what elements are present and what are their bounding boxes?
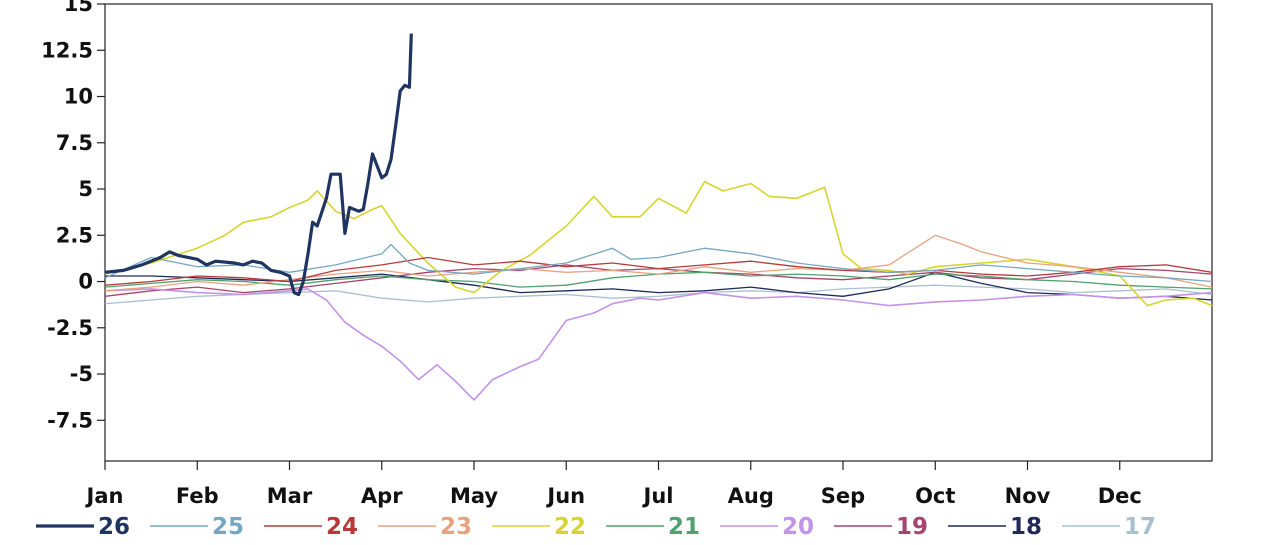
plot-frame [104,3,1213,462]
series-line-17 [104,284,1213,305]
y-tick-label: 15 [64,0,93,16]
x-tick-label: Oct [915,484,955,508]
legend: 26 25 24 23 22 21 20 19 18 17 [36,514,1156,540]
plot-border [104,3,1213,462]
x-tick-label: Aug [728,484,774,508]
legend-label-21: 21 [668,514,700,540]
x-tick-label: Jun [545,484,585,508]
legend-label-25: 25 [212,514,244,540]
y-axis: 15 12.5 10 7.5 5 2.5 0 -2.5 -5 -7.5 [41,0,105,432]
x-tick-label: Sep [821,484,865,508]
series-line-23 [104,234,1213,292]
y-tick-label: 12.5 [41,38,93,62]
y-tick-label: -7.5 [47,408,93,432]
y-tick-label: 5 [78,177,93,201]
x-tick-label: Jul [642,484,674,508]
y-tick-label: 7.5 [56,131,93,155]
y-tick-label: -2.5 [47,316,93,340]
series-line-20 [104,288,1213,401]
series-line-22 [104,180,1213,307]
y-tick-label: 10 [64,85,93,109]
legend-label-18: 18 [1010,514,1042,540]
legend-label-17: 17 [1124,514,1156,540]
y-tick-label: 2.5 [56,223,93,247]
legend-label-24: 24 [326,514,358,540]
legend-label-23: 23 [440,514,472,540]
y-tick-label: -5 [70,362,93,386]
x-axis: Jan Feb Mar Apr May Jun Jul Aug Sep Oct Nov Dec [85,461,1142,508]
legend-label-20: 20 [782,514,814,540]
legend-label-26: 26 [98,514,130,540]
series-line-26 [104,33,413,297]
x-tick-label: Dec [1098,484,1142,508]
series-layer [104,33,1213,401]
x-tick-label: Apr [361,484,403,508]
x-tick-label: Feb [176,484,219,508]
y-tick-label: 0 [78,270,93,294]
legend-label-22: 22 [554,514,586,540]
x-tick-label: Nov [1005,484,1051,508]
legend-label-19: 19 [896,514,928,540]
x-tick-label: Mar [267,484,313,508]
x-tick-label: Jan [85,484,124,508]
x-tick-label: May [450,484,498,508]
series-line-25 [104,243,1213,283]
